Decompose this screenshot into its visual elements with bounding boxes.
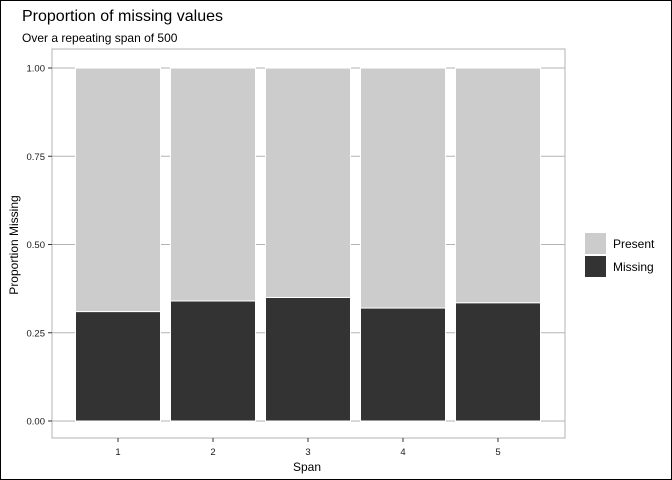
legend-label-missing: Missing: [613, 260, 654, 274]
bar-missing-2: [170, 300, 256, 422]
bar-missing-3: [265, 296, 351, 422]
bar-missing-4: [360, 307, 446, 422]
x-axis-title: Span: [293, 460, 321, 474]
x-tick-label: 2: [210, 447, 215, 458]
x-tick-label: 1: [115, 447, 120, 458]
legend-swatch-missing: [585, 256, 606, 277]
x-tick-label: 4: [400, 447, 405, 458]
x-tick-label: 5: [495, 447, 500, 458]
legend: Present Missing: [585, 233, 655, 277]
legend-label-present: Present: [613, 237, 655, 251]
bar-missing-5: [455, 302, 541, 422]
bar-present-4: [360, 67, 446, 309]
y-tick-label: 1.00: [27, 64, 46, 75]
bar-present-2: [170, 67, 256, 302]
x-tick-label: 3: [305, 447, 310, 458]
y-axis-title: Proportion Missing: [7, 195, 21, 294]
chart-title: Proportion of missing values: [22, 8, 223, 25]
bars: [75, 67, 541, 422]
y-tick-label: 0.25: [27, 328, 46, 339]
y-axis-ticks: 0.00 0.25 0.50 0.75 1.00: [27, 64, 52, 428]
bar-present-3: [265, 67, 351, 298]
y-tick-label: 0.75: [27, 152, 46, 163]
y-tick-label: 0.50: [27, 240, 46, 251]
bar-present-1: [75, 67, 161, 313]
legend-swatch-present: [585, 233, 606, 254]
y-tick-label: 0.00: [27, 417, 46, 428]
bar-present-5: [455, 67, 541, 304]
bar-missing-1: [75, 311, 161, 422]
x-axis-ticks: 1 2 3 4 5: [115, 438, 501, 458]
chart-subtitle: Over a repeating span of 500: [22, 31, 178, 45]
